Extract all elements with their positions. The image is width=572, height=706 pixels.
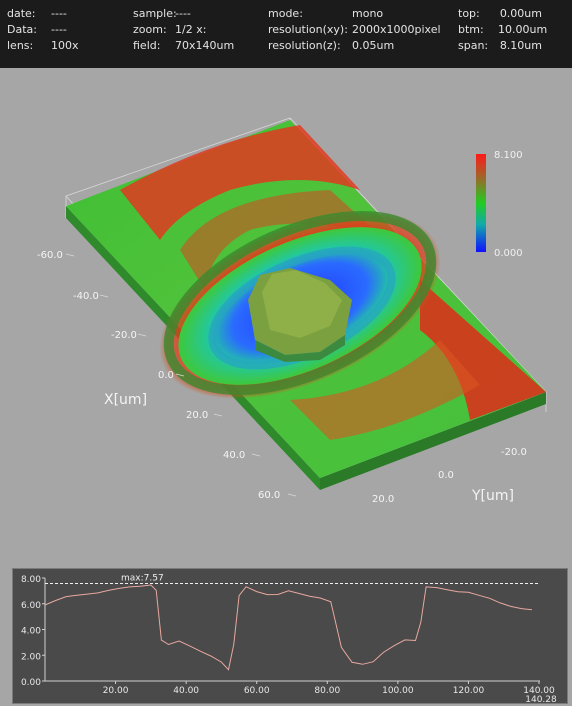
y-axis-ticks: -20.0 0.0 20.0: [372, 447, 527, 505]
height-colorbar: [476, 154, 486, 252]
surface-front-wall: [320, 392, 546, 490]
info-value: 2000x1000pixel: [352, 23, 441, 36]
x-tick-label: -60.0: [37, 250, 63, 261]
profile-max-label: max:7.57: [121, 574, 164, 584]
info-row-zoom: zoom: 1/2 x:: [133, 22, 234, 38]
x-tick-label: 60.0: [258, 490, 280, 501]
info-key: btm:: [458, 23, 484, 36]
profile-y-tick-label: 8.00: [21, 575, 41, 585]
x-axis-title: X[um]: [104, 392, 147, 408]
info-value: 10.00um: [498, 23, 548, 36]
info-row-top: top: 0.00um: [458, 6, 542, 22]
info-column-4: top: 0.00um btm: 10.00um span: 8.10um: [458, 6, 548, 54]
info-key: span:: [458, 39, 489, 52]
x-axis-tick-marks: [65, 253, 297, 497]
profile-x-tick-label: 140.00: [523, 686, 555, 696]
info-row-data: Data: ----: [7, 22, 79, 38]
3d-surface-svg[interactable]: -60.0 -40.0 -20.0 0.0 20.0 40.0 60.0 X[u…: [0, 68, 572, 560]
central-mesa-wall: [255, 335, 345, 362]
info-key: field:: [133, 39, 161, 52]
info-column-2: sample: ---- zoom: 1/2 x: field: 70x140um: [133, 6, 234, 54]
info-value: 70x140um: [175, 39, 235, 52]
x-axis-ticks: -60.0 -40.0 -20.0 0.0 20.0 40.0 60.0: [37, 250, 280, 501]
profile-y-tick-label: 2.00: [21, 652, 41, 662]
info-key: resolution(xy):: [268, 23, 348, 36]
profile-x-tick-label: 120.00: [453, 686, 485, 696]
central-mesa-top: [262, 270, 342, 338]
info-row-date: date: ----: [7, 6, 79, 22]
info-key: sample:: [133, 7, 177, 20]
profile-chart[interactable]: 0.00 2.00 4.00 6.00 8.00 20.00 40.00 60.00 80.00…: [13, 569, 569, 705]
info-value: ----: [175, 7, 191, 20]
info-key: Data:: [7, 23, 37, 36]
3d-surface-view[interactable]: -60.0 -40.0 -20.0 0.0 20.0 40.0 60.0 X[u…: [0, 68, 572, 560]
info-value: ----: [51, 7, 67, 20]
height-band-high: [120, 125, 546, 440]
profile-x-end-label: 140.28: [525, 695, 557, 705]
x-tick-label: 20.0: [186, 410, 208, 421]
profile-x-tick-label: 60.00: [244, 686, 270, 696]
info-row-field: field: 70x140um: [133, 38, 234, 54]
info-value: 100x: [51, 39, 79, 52]
profile-y-tick-label: 6.00: [21, 601, 41, 611]
info-value: 0.05um: [352, 39, 395, 52]
info-row-bottom: btm: 10.00um: [458, 22, 548, 38]
info-key: mode:: [268, 7, 303, 20]
crater-rim-wall: [163, 211, 437, 395]
info-key: top:: [458, 7, 480, 20]
profile-x-tick-label: 40.00: [173, 686, 199, 696]
info-row-mode: mode: mono: [268, 6, 441, 22]
info-row-sample: sample: ----: [133, 6, 234, 22]
measurement-info-bar: date: ---- Data: ---- lens: 100x sample: ---…: [0, 0, 572, 68]
info-key: date:: [7, 7, 36, 20]
info-column-3: mode: mono resolution(xy): 2000x1000pixel …: [268, 6, 441, 54]
info-row-span: span: 8.10um: [458, 38, 542, 54]
colorbar-max-label: 8.100: [494, 150, 523, 161]
info-value: 1/2 x:: [175, 23, 207, 36]
info-value: 0.00um: [499, 7, 542, 20]
info-column-1: date: ---- Data: ---- lens: 100x: [7, 6, 79, 54]
colorbar-min-label: 0.000: [494, 248, 523, 259]
x-tick-label: 40.0: [223, 450, 245, 461]
x-tick-label: 0.0: [158, 370, 174, 381]
profile-series-line: [44, 584, 533, 671]
info-value: 8.10um: [499, 39, 542, 52]
info-key: lens:: [7, 39, 34, 52]
profile-x-tick-label: 80.00: [314, 686, 340, 696]
info-row-lens: lens: 100x: [7, 38, 79, 54]
profile-y-tick-label: 0.00: [21, 678, 41, 688]
y-tick-label: -20.0: [501, 447, 527, 458]
y-axis-title: Y[um]: [471, 488, 514, 504]
info-value: ----: [51, 23, 67, 36]
profile-y-tick-label: 4.00: [21, 627, 41, 637]
y-tick-label: 0.0: [438, 470, 454, 481]
x-tick-label: -20.0: [111, 330, 137, 341]
x-tick-label: -40.0: [73, 291, 99, 302]
info-row-resolution-z: resolution(z): 0.05um: [268, 38, 441, 54]
profile-x-tick-label: 100.00: [382, 686, 414, 696]
info-row-resolution-xy: resolution(xy): 2000x1000pixel: [268, 22, 441, 38]
profile-x-tick-label: 20.00: [103, 686, 129, 696]
info-key: resolution(z):: [268, 39, 341, 52]
y-tick-label: 20.0: [372, 494, 394, 505]
info-value: mono: [352, 7, 384, 20]
info-key: zoom:: [133, 23, 167, 36]
height-profile-panel[interactable]: 0.00 2.00 4.00 6.00 8.00 20.00 40.00 60.00 80.00…: [12, 568, 569, 705]
